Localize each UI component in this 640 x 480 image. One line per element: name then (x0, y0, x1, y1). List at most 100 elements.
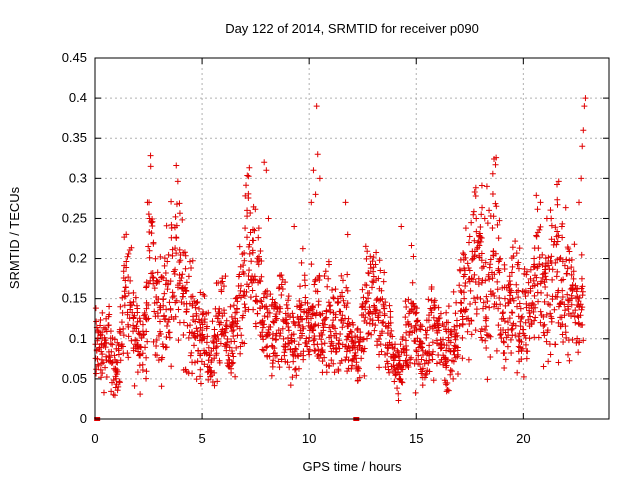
data-point (214, 332, 221, 339)
data-point (526, 302, 533, 309)
data-point (149, 222, 156, 229)
data-point (287, 382, 294, 389)
data-point (124, 311, 131, 318)
data-point (217, 340, 224, 347)
data-point (96, 344, 103, 351)
data-point (362, 314, 369, 321)
data-point (260, 347, 267, 354)
data-point (228, 365, 235, 372)
data-point (302, 339, 309, 346)
data-point (321, 354, 328, 361)
data-point (217, 279, 224, 286)
data-point (495, 258, 502, 265)
data-point (365, 330, 372, 337)
data-point (163, 334, 170, 341)
data-point (398, 223, 405, 230)
data-point (255, 225, 262, 232)
data-point (102, 337, 109, 344)
data-point (572, 319, 579, 326)
data-point (451, 323, 458, 330)
data-point (99, 351, 106, 358)
data-point (134, 305, 141, 312)
data-point (370, 264, 377, 271)
data-point (245, 283, 252, 290)
chart-title: Day 122 of 2014, SRMTID for receiver p09… (225, 21, 479, 36)
data-point (173, 222, 180, 229)
data-point (189, 370, 196, 377)
data-point (143, 305, 150, 312)
data-point (97, 366, 104, 373)
data-point (305, 348, 312, 355)
data-point (107, 340, 114, 347)
data-point (543, 276, 550, 283)
data-point (423, 370, 430, 377)
data-point (497, 332, 504, 339)
data-point (525, 279, 532, 286)
data-point (490, 248, 497, 255)
data-point (477, 223, 484, 230)
data-point (127, 306, 134, 313)
data-point (313, 309, 320, 316)
data-point (435, 324, 442, 331)
data-point (265, 309, 272, 316)
data-point (244, 234, 251, 241)
data-point (173, 250, 180, 257)
data-point (362, 281, 369, 288)
data-point (513, 250, 520, 257)
data-point (515, 343, 522, 350)
data-point (203, 350, 210, 357)
data-point (211, 369, 218, 376)
data-point (478, 182, 485, 189)
data-point (385, 345, 392, 352)
data-point (500, 350, 507, 357)
data-point (559, 234, 566, 241)
data-point (555, 232, 562, 239)
data-point (207, 367, 214, 374)
data-point (509, 244, 516, 251)
data-point (482, 277, 489, 284)
plot-frame (94, 57, 610, 420)
data-point (384, 330, 391, 337)
data-point (496, 217, 503, 224)
data-point (434, 321, 441, 328)
data-point (216, 321, 223, 328)
data-point (328, 357, 335, 364)
data-point (222, 341, 229, 348)
data-point (405, 364, 412, 371)
data-point (533, 192, 540, 199)
data-point (440, 336, 447, 343)
data-point (528, 321, 535, 328)
data-point (261, 159, 268, 166)
data-point (543, 311, 550, 318)
data-point (296, 297, 303, 304)
data-point (525, 316, 532, 323)
data-point (177, 257, 184, 264)
data-point (126, 247, 133, 254)
data-point (426, 324, 433, 331)
data-point (206, 352, 213, 359)
data-point (185, 273, 192, 280)
data-point (222, 329, 229, 336)
data-point (519, 313, 526, 320)
data-point (168, 198, 175, 205)
data-point (233, 344, 240, 351)
data-point (282, 358, 289, 365)
data-point (552, 224, 559, 231)
data-point (282, 279, 289, 286)
data-point (557, 254, 564, 261)
data-point (179, 271, 186, 278)
data-point (500, 315, 507, 322)
data-point (542, 283, 549, 290)
data-point (105, 357, 112, 364)
data-point (259, 324, 266, 331)
data-point (478, 250, 485, 257)
data-point (347, 328, 354, 335)
data-point (258, 257, 265, 264)
data-point (540, 363, 547, 370)
data-point (276, 303, 283, 310)
data-point (265, 215, 272, 222)
data-point (221, 310, 228, 317)
data-point (152, 255, 159, 262)
data-point (474, 239, 481, 246)
y-tick-label: 0.25 (62, 210, 87, 225)
